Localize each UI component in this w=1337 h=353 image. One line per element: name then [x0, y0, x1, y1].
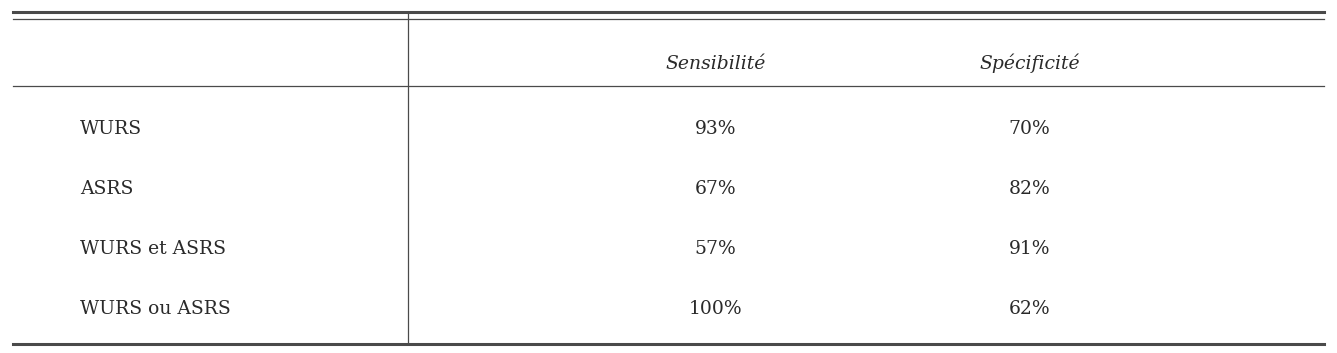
Text: ASRS: ASRS	[80, 180, 134, 198]
Text: 57%: 57%	[694, 240, 737, 258]
Text: 70%: 70%	[1008, 120, 1051, 138]
Text: 91%: 91%	[1008, 240, 1051, 258]
Text: WURS ou ASRS: WURS ou ASRS	[80, 300, 231, 318]
Text: Sensibilité: Sensibilité	[664, 55, 766, 72]
Text: 100%: 100%	[689, 300, 742, 318]
Text: 82%: 82%	[1008, 180, 1051, 198]
Text: Spécificité: Spécificité	[979, 54, 1080, 73]
Text: WURS et ASRS: WURS et ASRS	[80, 240, 226, 258]
Text: 93%: 93%	[694, 120, 737, 138]
Text: 62%: 62%	[1008, 300, 1051, 318]
Text: 67%: 67%	[694, 180, 737, 198]
Text: WURS: WURS	[80, 120, 142, 138]
